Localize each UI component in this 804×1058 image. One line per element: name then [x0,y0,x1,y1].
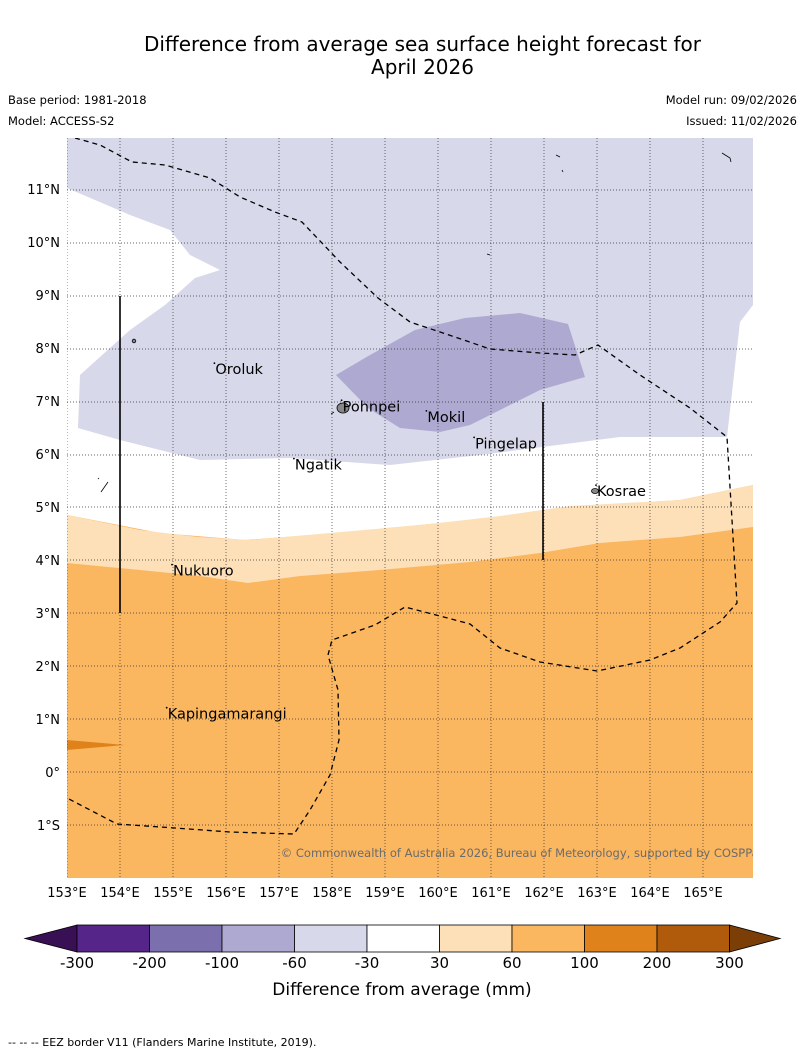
contour-lavender [336,313,585,432]
place-label-kapingamarangi: Kapingamarangi [168,707,287,723]
issued-text: Issued: 11/02/2026 [686,114,797,128]
colorbar-bin [76,924,150,953]
colorbar-bin [656,924,730,953]
lat-tick-label: 2°N [36,660,61,675]
colorbar-tick-label: 60 [502,954,521,972]
colorbar-extend-low [23,924,78,953]
lat-tick-label: 8°N [36,342,61,357]
model-text: Model: ACCESS-S2 [8,114,115,128]
colorbar-tick-label: 100 [570,954,599,972]
colorbar-tick-label: -60 [282,954,307,972]
lat-gridlines [67,189,753,826]
contour-dark-orange [67,740,125,750]
small-island [131,338,137,344]
eez-border-north [67,138,738,835]
lat-tick-label: 7°N [36,395,61,410]
place-label-nukuoro: Nukuoro [173,564,234,580]
lon-axis-labels: 153°E 154°E 155°E 156°E 157°E 158°E 159°E 160°E… [47,886,723,901]
colorbar-label: Difference from average (mm) [272,980,531,1000]
colorbar-tick-label: 300 [715,954,744,972]
place-labels: Oroluk Pohnpei Mokil Pingelap Ngatik Kosrae Nu… [165,362,646,723]
colorbar-tick-label: -30 [355,954,380,972]
lat-tick-label: 3°N [36,607,61,622]
lat-tick-label: 11°N [27,183,60,198]
lon-tick-label: 154°E [100,886,140,901]
colorbar-tick-label: 200 [643,954,672,972]
lat-tick-label: 9°N [36,289,61,304]
colorbar-tick-label: -300 [60,954,94,972]
lon-tick-label: 165°E [683,886,723,901]
place-marker [213,362,216,365]
place-marker [293,457,295,460]
place-marker [473,436,475,439]
lon-tick-label: 158°E [312,886,352,901]
map-title-line-2: April 2026 [371,55,474,79]
place-label-pingelap: Pingelap [475,436,537,452]
lon-tick-label: 160°E [418,886,458,901]
colorbar-bin [366,924,440,953]
lon-tick-label: 163°E [577,886,617,901]
place-marker [171,563,173,566]
place-label-pohnpei: Pohnpei [343,399,401,415]
map-title: Difference from average sea surface heig… [80,33,765,79]
place-marker [595,484,597,486]
colorbar-bin [294,924,368,953]
lon-tick-label: 159°E [365,886,405,901]
colorbar-extend-high [729,924,782,953]
colorbar-bin [221,924,295,953]
lon-tick-label: 162°E [524,886,564,901]
lon-tick-label: 153°E [47,886,87,901]
small-island-mid [486,253,491,256]
contour-orange [67,485,753,878]
pohnpei-island [336,402,350,414]
lat-tick-label: 1°S [37,819,60,834]
eez-footer-note: -- -- -- EEZ border V11 (Flanders Marine… [8,1036,317,1049]
lon-tick-label: 161°E [471,886,511,901]
lat-tick-label: 4°N [36,554,61,569]
colorbar: -300 -200 -100 -60 -30 30 60 100 200 300 [23,924,782,972]
copyright-text: © Commonwealth of Australia 2026, Bureau… [281,846,765,860]
lon-tick-label: 164°E [630,886,670,901]
place-marker [340,399,343,402]
lon-tick-label: 155°E [153,886,193,901]
islet-near-pohnpei [330,411,335,415]
small-island-west [97,477,109,493]
small-island-ne [555,152,732,173]
base-period-text: Base period: 1981-2018 [8,93,147,107]
place-label-kosrae: Kosrae [597,484,646,500]
lat-tick-label: 0° [45,766,60,781]
contour-light-orange [67,485,753,583]
lon-tick-label: 157°E [259,886,299,901]
contour-light-lavender [67,138,753,465]
eez-borders [67,138,738,835]
lon-tick-label: 156°E [206,886,246,901]
place-label-ngatik: Ngatik [295,458,343,474]
lat-axis-labels: 11°N 10°N 9°N 8°N 7°N 6°N 5°N 4°N 3°N 2°N 1°N 0° 1°S [27,183,60,834]
lat-tick-label: 1°N [36,713,61,728]
place-marker [425,410,428,412]
place-label-oroluk: Oroluk [215,362,263,378]
lat-tick-label: 6°N [36,448,61,463]
lat-tick-label: 10°N [27,236,60,251]
colorbar-tick-label: -200 [132,954,166,972]
map-title-line-1: Difference from average sea surface heig… [143,32,702,56]
lat-tick-label: 5°N [36,501,61,516]
colorbar-tick-label: -100 [205,954,239,972]
colorbar-bin [584,924,658,953]
colorbar-bin [149,924,223,953]
colorbar-tick-label: 30 [430,954,449,972]
place-label-mokil: Mokil [427,410,465,426]
colorbar-bin [439,924,513,953]
colorbar-bin [511,924,585,953]
kosrae-island [591,488,599,494]
map-panel: Oroluk Pohnpei Mokil Pingelap Ngatik Kosrae Nu… [67,138,765,878]
place-marker [165,706,168,709]
islands [97,152,732,494]
model-run-text: Model run: 09/02/2026 [665,93,797,107]
